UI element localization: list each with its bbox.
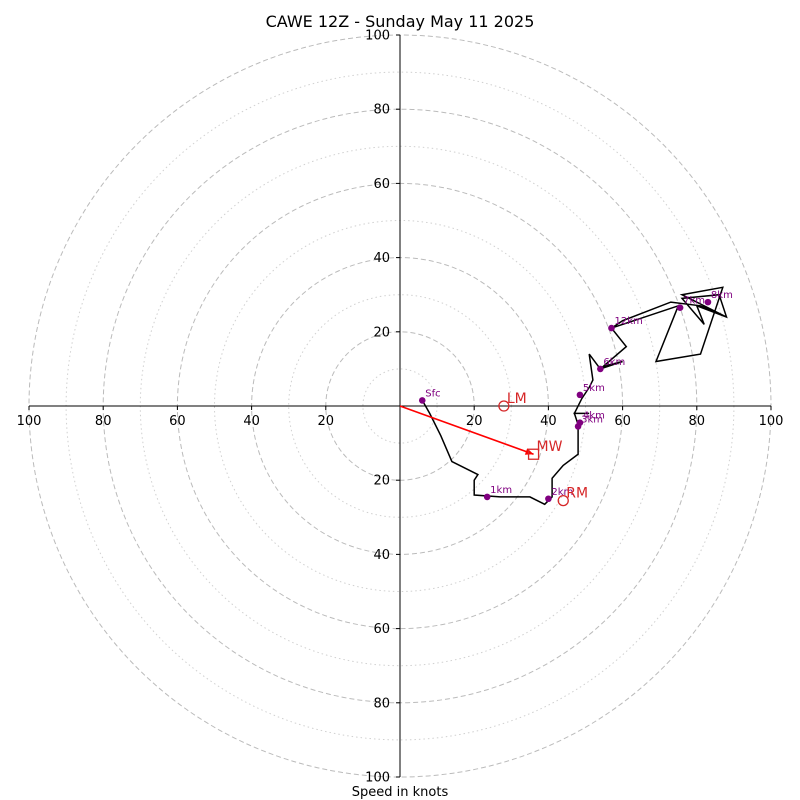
level-marker-5km — [576, 391, 584, 399]
level-label-Sfc: Sfc — [425, 388, 440, 399]
mean-wind-marker — [527, 448, 540, 460]
mean-wind-shaft — [399, 405, 534, 455]
x-tick-label: 60 — [614, 414, 631, 429]
level-marker-1km — [483, 493, 491, 501]
level-label-8km: 8km — [711, 290, 733, 301]
x-ticks: 100 80 60 40 20 20 40 60 80 100 — [17, 406, 784, 429]
y-tick-label: 20 — [373, 474, 390, 489]
x-axis-label: Speed in knots — [352, 785, 449, 800]
x-tick-label: 100 — [17, 414, 42, 429]
storm-motion-label-MW: MW — [537, 439, 563, 455]
y-ticks: 100 80 60 40 20 20 40 60 80 100 — [365, 29, 400, 786]
level-label-2km: 2km — [551, 487, 573, 498]
x-tick-label: 20 — [466, 414, 483, 429]
wind-trace — [421, 286, 728, 506]
x-tick-label: 40 — [243, 414, 260, 429]
x-tick-label: 40 — [540, 414, 557, 429]
storm-motion-label-RM: RM — [566, 486, 588, 502]
x-tick-label: 20 — [318, 414, 335, 429]
level-marker-8km — [704, 298, 712, 306]
level-label-4km: 4km — [583, 411, 605, 422]
level-marker-12km — [608, 324, 615, 332]
storm-motion-label-LM: LM — [507, 391, 527, 407]
y-tick-label: 40 — [373, 548, 390, 563]
y-tick-label: 100 — [365, 771, 390, 786]
x-tick-label: 60 — [169, 414, 186, 429]
level-marker-4km — [576, 419, 584, 426]
storm-motion-markers: MW LM RM — [498, 391, 588, 507]
x-tick-label: 80 — [689, 414, 706, 429]
x-tick-label: 80 — [95, 414, 112, 429]
level-marker-2km — [545, 495, 552, 503]
level-label-12km: 12km — [614, 316, 642, 327]
level-marker-6km — [597, 365, 604, 373]
level-label-6km: 6km — [603, 357, 625, 368]
level-label-3km: 3km — [581, 414, 603, 425]
x-tick-label: 100 — [759, 414, 784, 429]
y-tick-label: 80 — [373, 696, 390, 711]
level-marker-7km — [676, 304, 684, 311]
right-mover-marker — [557, 494, 569, 507]
y-tick-label: 40 — [373, 251, 390, 266]
level-label-1km: 1km — [490, 485, 512, 496]
y-tick-label: 60 — [373, 177, 390, 192]
level-label-5km: 5km — [583, 383, 605, 394]
y-tick-label: 100 — [365, 29, 390, 44]
y-tick-label: 20 — [373, 325, 390, 340]
level-marker-Sfc — [418, 397, 426, 404]
y-tick-label: 80 — [373, 103, 390, 118]
level-label-7km: 7km — [683, 296, 705, 307]
y-tick-label: 60 — [373, 622, 390, 637]
left-mover-marker — [498, 400, 510, 412]
chart-title: CAWE 12Z - Sunday May 11 2025 — [266, 12, 535, 31]
